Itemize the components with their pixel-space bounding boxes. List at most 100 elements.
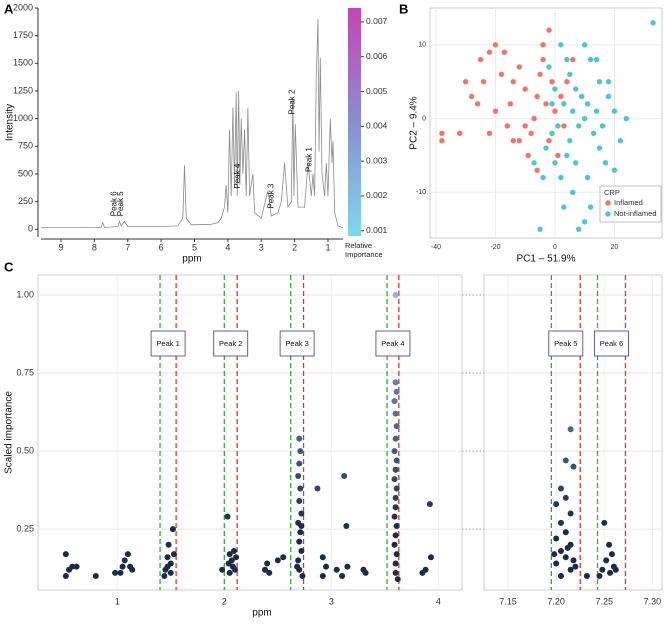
point [549,79,555,85]
point [392,410,399,417]
point [557,547,564,554]
point [393,423,400,430]
point [596,79,603,85]
x-tick-label: 4 [436,596,441,606]
plot-background [483,274,663,591]
point [567,137,573,144]
peak-annotation: Peak 4 [233,163,242,188]
point [319,554,326,561]
point [393,388,400,395]
point [392,560,399,567]
point [543,101,549,107]
colorbar-tick-label: 0.005 [366,86,388,96]
y-tick-label: 0 [28,224,33,234]
point [319,572,326,579]
point [601,519,608,526]
point [392,569,399,576]
point [558,174,564,181]
point [392,504,399,511]
point [297,485,304,492]
point [570,463,577,470]
point [516,137,522,144]
point [561,101,567,107]
point [553,535,560,542]
point [296,538,303,545]
x-tick-label: 2 [292,242,297,252]
point [553,560,560,567]
point [599,123,606,129]
point [341,473,348,480]
point [557,572,564,579]
point [555,152,561,159]
point [562,554,569,561]
point [392,466,399,473]
x-tick-label: 7.20 [547,596,565,606]
x-axis-label: PC1 – 51.9% [517,254,576,265]
x-tick-label: 7.30 [644,596,662,606]
point [528,130,534,137]
point [92,572,99,579]
x-tick-label: -40 [431,244,441,251]
point [167,569,174,576]
point [232,566,239,573]
x-tick-label: -20 [490,244,500,251]
colorbar-tick-label: 0.002 [366,190,388,200]
point [557,519,564,526]
point [546,27,552,33]
point [392,494,399,501]
point [297,448,304,455]
point [581,219,588,225]
point [391,513,398,520]
point [549,101,555,107]
point [562,457,569,464]
point [504,123,511,129]
y-tick-label: -10 [416,189,426,196]
point [596,572,603,579]
point [558,93,564,100]
peak-label-box [594,330,629,357]
y-tick-label: 0.75 [16,367,34,377]
point [427,554,434,561]
point [233,554,240,561]
peak-annotation: Peak 2 [287,89,296,114]
point [501,49,508,55]
legend-title: CRP [604,188,620,197]
x-tick-label: 1 [325,242,330,252]
y-tick-label: 1.00 [16,289,34,299]
x-axis-label: ppm [182,254,201,265]
point [608,551,615,558]
x-axis-label: ppm [252,608,271,619]
point [225,560,232,567]
point [522,86,528,92]
x-tick-label: 7 [125,242,130,252]
point [391,476,398,483]
point [219,566,226,573]
point [602,160,609,166]
legend-label: Not-inflamed [614,209,657,218]
x-tick-label: 20 [611,244,619,251]
point [507,101,514,107]
point [344,563,351,570]
point [264,560,271,567]
point [480,79,487,85]
point [599,566,606,573]
point [165,541,172,548]
point [62,551,69,558]
point [170,551,177,558]
peak-annotation: Peak 5 [116,191,125,216]
peak-annotation: Peak 6 [110,191,119,216]
y-tick-label: 0.50 [16,445,34,455]
x-tick-label: 3 [259,242,264,252]
point [537,71,543,78]
point [603,557,610,564]
y-tick-label: 0.25 [16,523,34,533]
point [295,473,302,480]
colorbar-tick-label: 0.007 [366,16,388,26]
colorbar-label: Relative Importance [345,241,383,259]
point [555,123,561,129]
point [570,189,576,195]
point [391,448,398,455]
point [561,123,567,129]
point [392,291,399,298]
point [323,563,330,570]
